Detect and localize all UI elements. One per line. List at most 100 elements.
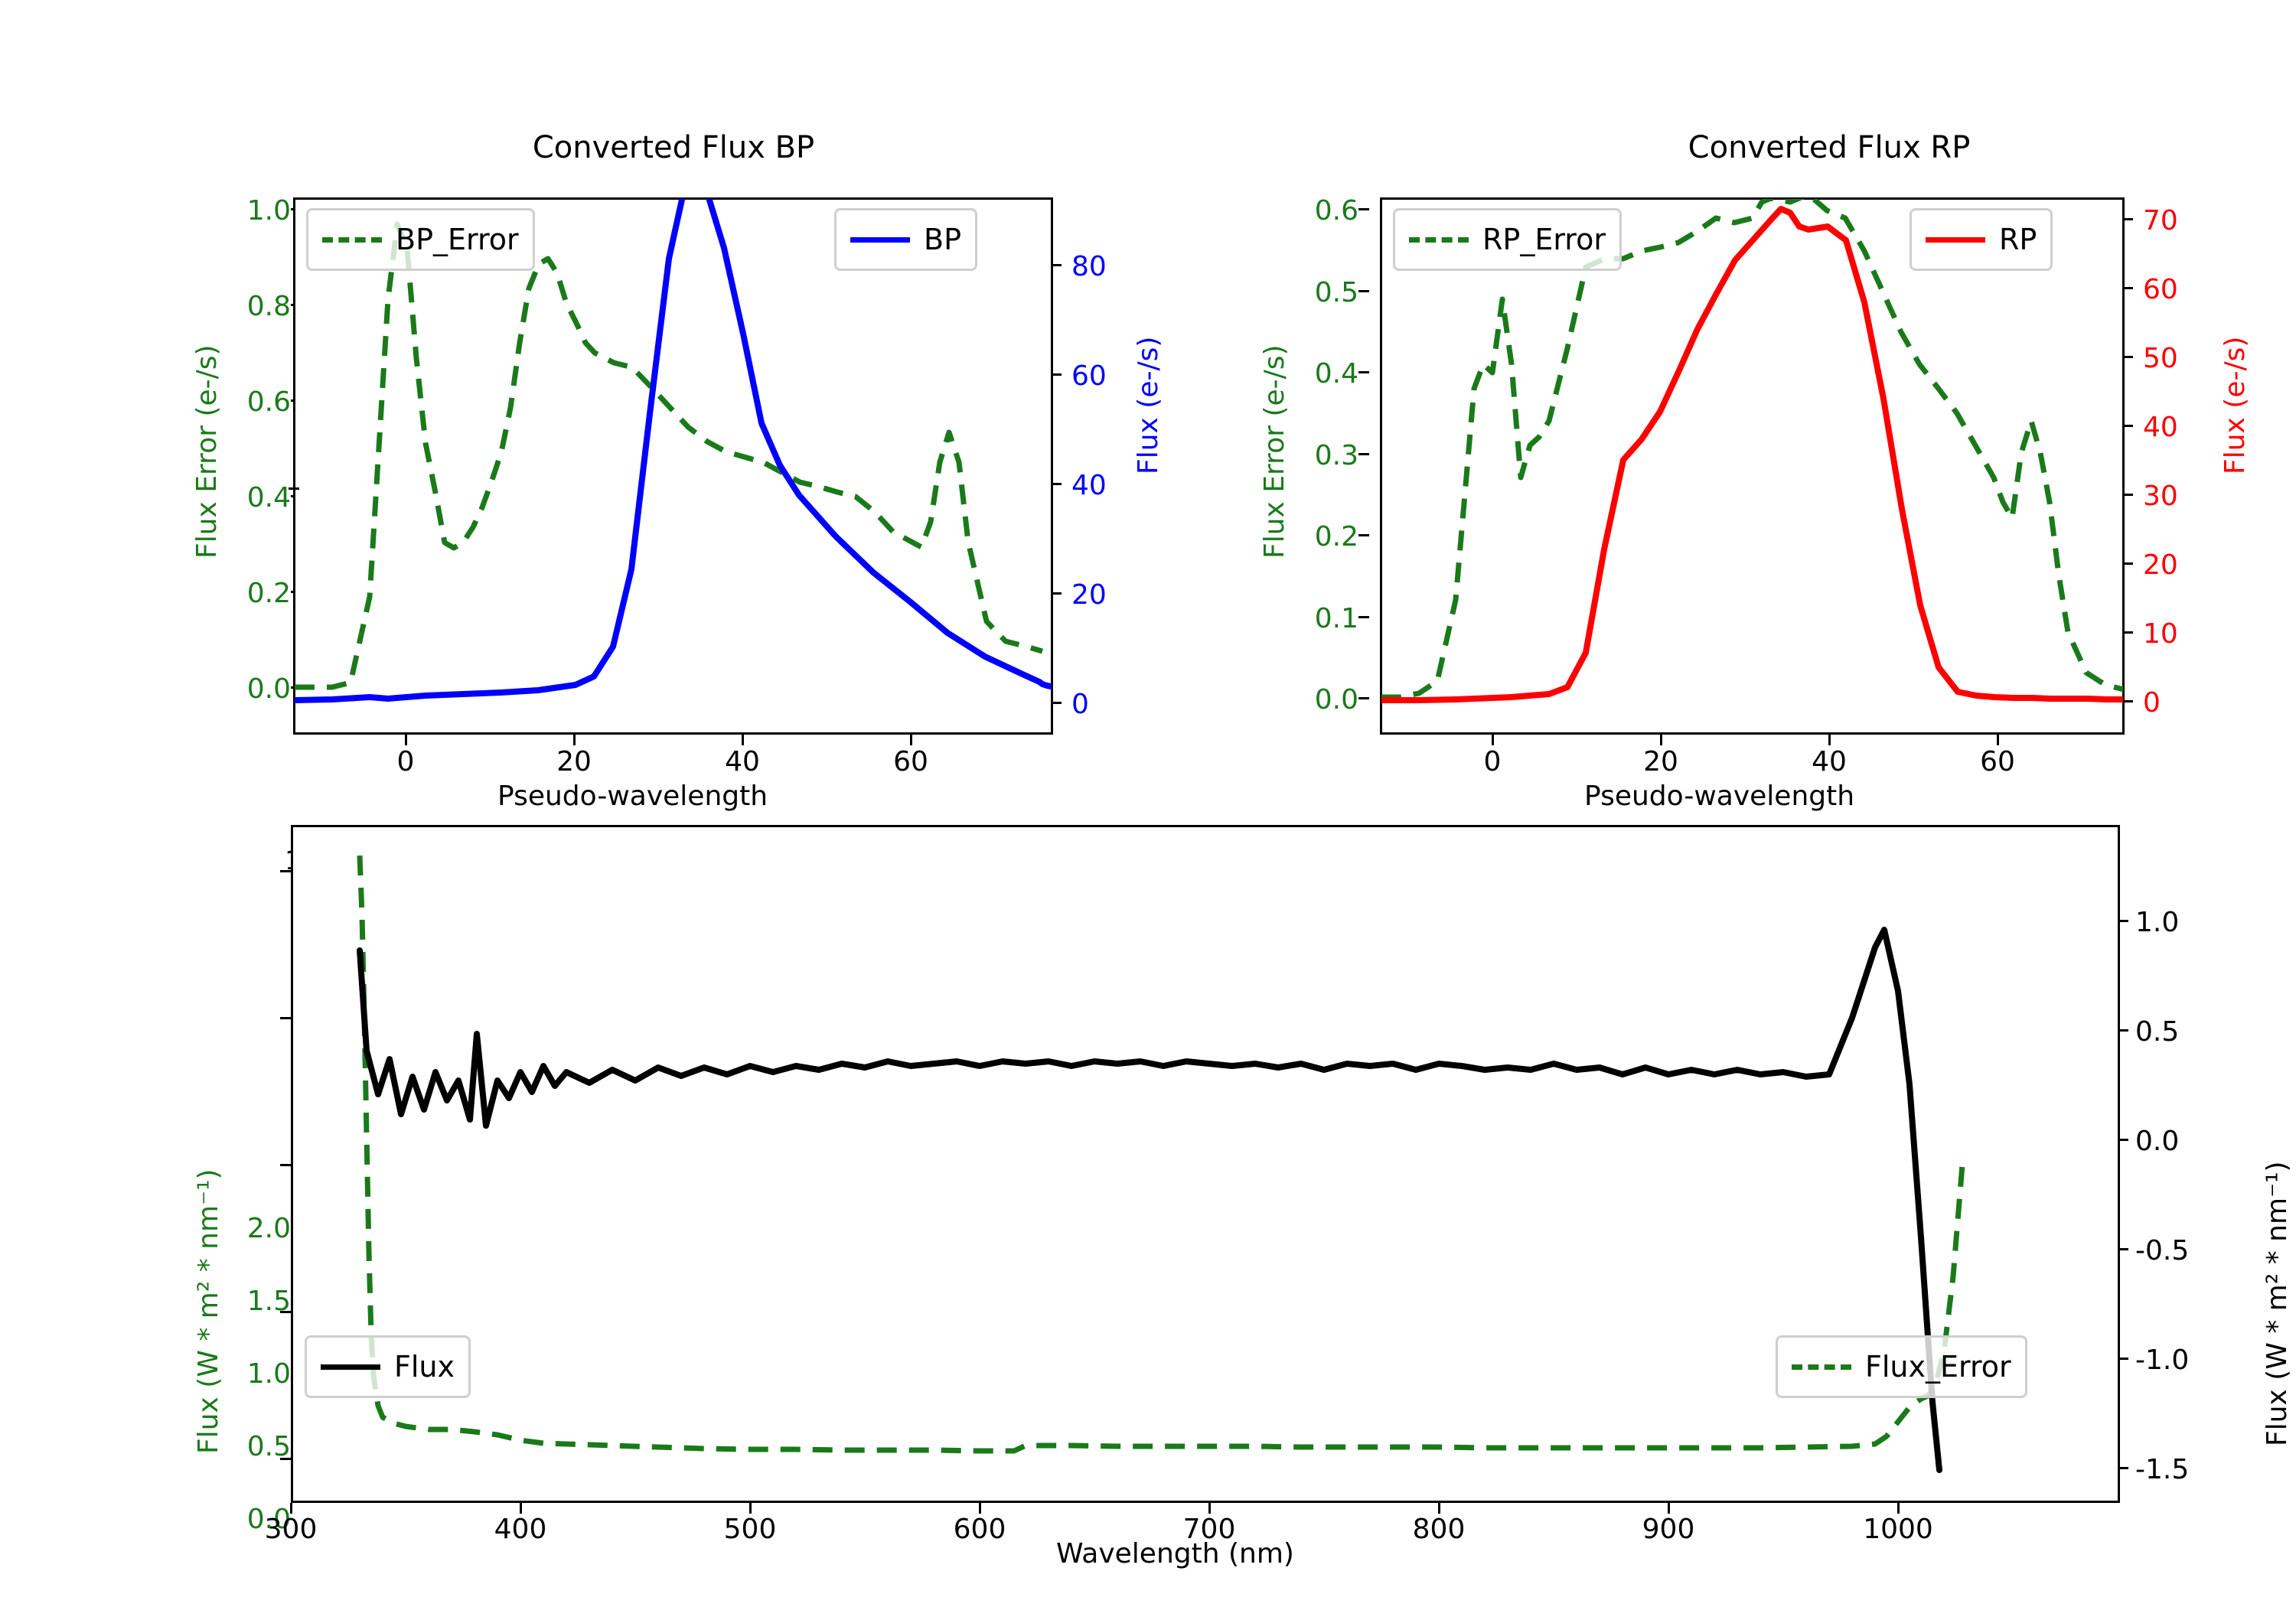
calibrated-xtick-300: 300 — [264, 1514, 318, 1545]
rp-ytick-mark-right — [2122, 562, 2133, 565]
calibrated-xtick-400: 400 — [494, 1514, 547, 1545]
panel-calibrated-flux: Calibrated Flux 1e−17 1e−17 Flux (W * m²… — [0, 487, 2296, 1607]
bp-ytick-right-40: 40 — [1071, 470, 1107, 501]
calibrated-ytick-left-1.0: 1.0 — [246, 1358, 291, 1390]
rp-ytick-right-60: 60 — [2143, 274, 2178, 305]
calibrated-ytick-mark-left — [280, 870, 291, 872]
calibrated-x-axis-label: Wavelength (nm) — [1056, 1538, 1294, 1570]
rp-ytick-mark-right — [2122, 700, 2133, 702]
bp-ytick-left-0.8: 0.8 — [246, 291, 291, 322]
rp-ytick-mark-right — [2122, 218, 2133, 220]
rp-legend-label: RP — [1999, 223, 2037, 256]
rp-ytick-mark-right — [2122, 356, 2133, 358]
rp-ytick-left-0.5: 0.5 — [1314, 277, 1358, 308]
calibrated-xtick-mark — [749, 1503, 752, 1514]
calibrated-ytick-left-0.5: 0.5 — [246, 1431, 291, 1462]
bp-error-legend[interactable]: BP_Error — [306, 208, 535, 271]
rp-ytick-left-0.4: 0.4 — [1314, 358, 1358, 390]
calibrated-flux-legend[interactable]: Flux — [305, 1335, 471, 1398]
bp-error-curve — [295, 221, 1043, 690]
bp-ytick-right-60: 60 — [1071, 360, 1107, 392]
bp-ytick-left-0.6: 0.6 — [246, 386, 291, 418]
bp-ytick-mark-right — [1051, 592, 1062, 595]
rp-xtick-0: 0 — [1483, 746, 1502, 777]
rp-ytick-right-50: 50 — [2143, 343, 2178, 374]
rp-error-legend[interactable]: RP_Error — [1393, 208, 1622, 271]
bp-ytick-mark-right — [1051, 373, 1062, 376]
calibrated-ytick-mark-right — [2118, 1358, 2128, 1360]
calibrated-xtick-1000: 1000 — [1863, 1514, 1933, 1545]
rp-legend[interactable]: RP — [1910, 208, 2053, 271]
rp-curve-layer — [1381, 199, 2123, 703]
rp-xtick-60: 60 — [1980, 746, 2015, 777]
calibrated-ytick-mark-right — [2118, 1029, 2128, 1032]
calibrated-ytick-mark-right — [2118, 1139, 2128, 1141]
bp-xtick-20: 20 — [556, 746, 592, 777]
bp-xtick-mark — [573, 735, 576, 745]
calibrated-flux-curve — [357, 927, 1942, 1473]
rp-ytick-right-70: 70 — [2143, 205, 2178, 236]
rp-ytick-mark-left — [1358, 208, 1369, 210]
rp-plot-title: Converted Flux RP — [1688, 130, 1971, 165]
bp-ytick-mark-right — [1051, 264, 1062, 266]
rp-ytick-right-30: 30 — [2143, 481, 2178, 512]
rp-xtick-mark — [1828, 735, 1831, 745]
calibrated-ytick-mark-right — [2118, 920, 2128, 922]
calibrated-ytick-right-0.5: 0.5 — [2135, 1016, 2180, 1048]
bp-legend[interactable]: BP — [834, 208, 977, 271]
calibrated-ytick-right--0.5: -0.5 — [2135, 1235, 2190, 1266]
rp-ytick-left-0.3: 0.3 — [1314, 440, 1358, 471]
calibrated-xtick-mark — [290, 1503, 292, 1514]
calibrated-ytick-right--1.0: -1.0 — [2135, 1345, 2190, 1376]
bp-legend-swatch — [850, 236, 910, 243]
bp-xtick-0: 0 — [396, 746, 415, 777]
calibrated-ytick-left-2.0: 2.0 — [246, 1213, 291, 1244]
calibrated-xtick-700: 700 — [1182, 1514, 1236, 1545]
bp-ytick-right-20: 20 — [1071, 579, 1107, 611]
calibrated-flux-error-legend-label: Flux_Error — [1865, 1350, 2011, 1384]
rp-ytick-mark-left — [1358, 616, 1369, 618]
rp-ytick-left-0.2: 0.2 — [1314, 521, 1358, 553]
calibrated-ytick-mark-left — [280, 1017, 291, 1019]
calibrated-flux-error-legend[interactable]: Flux_Error — [1776, 1335, 2027, 1398]
rp-legend-swatch — [1926, 236, 1985, 243]
calibrated-xtick-mark — [1897, 1503, 1900, 1514]
rp-error-curve — [1381, 199, 2123, 700]
bp-x-axis-label: Pseudo-wavelength — [497, 781, 768, 812]
bp-ytick-mark-right — [1051, 483, 1062, 485]
calibrated-xtick-900: 900 — [1642, 1514, 1695, 1545]
rp-xtick-mark — [1660, 735, 1662, 745]
calibrated-ytick-left-0.0: 0.0 — [246, 1504, 291, 1535]
rp-ytick-right-20: 20 — [2143, 549, 2178, 581]
bp-ytick-mark-right — [1051, 702, 1062, 704]
rp-ytick-mark-left — [1358, 453, 1369, 455]
rp-ytick-mark-left — [1358, 697, 1369, 699]
bp-error-legend-label: BP_Error — [396, 223, 519, 256]
bp-xtick-60: 60 — [893, 746, 928, 777]
rp-ytick-left-0.1: 0.1 — [1314, 603, 1358, 634]
rp-error-legend-label: RP_Error — [1482, 223, 1606, 256]
rp-axes-frame — [1380, 197, 2125, 735]
calibrated-ytick-mark-right — [2118, 1467, 2128, 1469]
calibrated-xtick-600: 600 — [953, 1514, 1006, 1545]
calibrated-flux-legend-swatch — [321, 1364, 380, 1370]
bp-curve-layer — [295, 199, 1052, 703]
bp-error-legend-swatch — [322, 236, 382, 243]
rp-ytick-mark-right — [2122, 287, 2133, 289]
calibrated-ytick-right--1.5: -1.5 — [2135, 1454, 2190, 1485]
calibrated-xtick-800: 800 — [1412, 1514, 1466, 1545]
rp-xtick-mark — [1492, 735, 1494, 745]
bp-ytick-right-0: 0 — [1071, 689, 1089, 720]
calibrated-ytick-mark-left — [280, 1164, 291, 1166]
bp-flux-curve — [295, 199, 1052, 703]
bp-xtick-mark — [405, 735, 407, 745]
calibrated-xtick-mark — [1668, 1503, 1670, 1514]
bp-ytick-left-0.4: 0.4 — [246, 482, 291, 513]
rp-ytick-left-0.6: 0.6 — [1314, 195, 1358, 227]
rp-error-legend-swatch — [1409, 236, 1469, 243]
bp-ytick-right-80: 80 — [1071, 251, 1107, 282]
bp-axes-frame — [293, 197, 1053, 735]
calibrated-curve-layer — [357, 855, 1965, 1473]
calibrated-ytick-mark-left — [280, 1458, 291, 1460]
calibrated-xtick-500: 500 — [723, 1514, 777, 1545]
